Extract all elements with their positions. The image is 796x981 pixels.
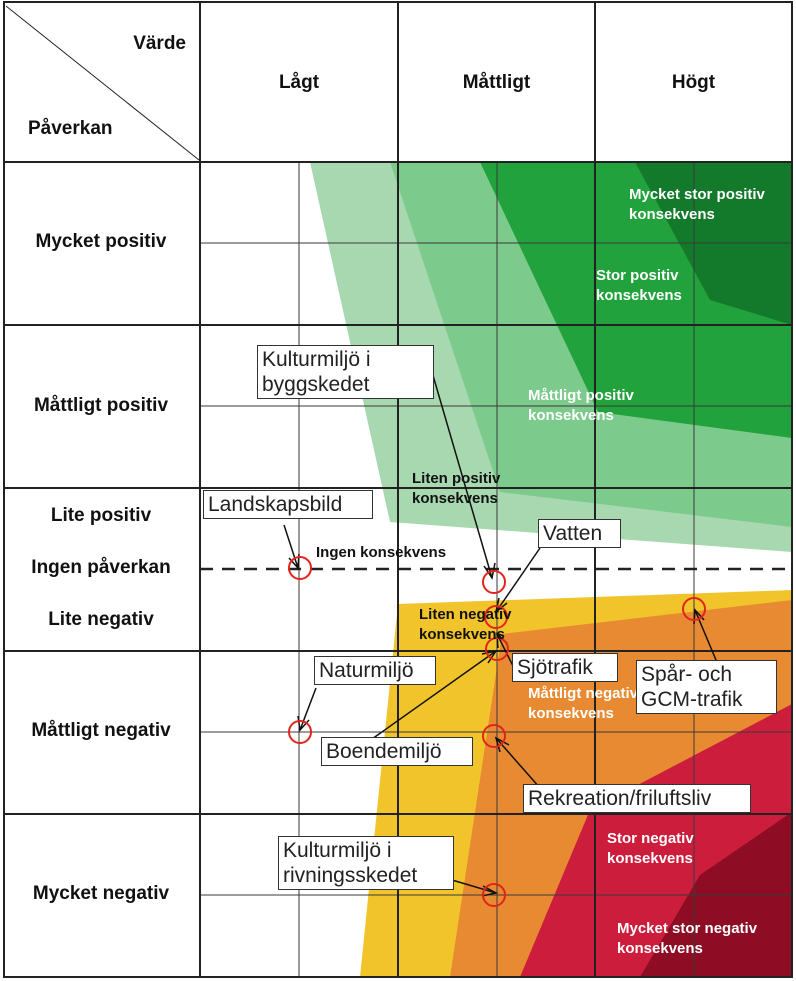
marker-rekreation bbox=[482, 724, 506, 748]
row-label-very-negative: Mycket negativ bbox=[32, 883, 170, 904]
row-label-very-positive: Mycket positiv bbox=[35, 231, 167, 252]
arrow-rekreation bbox=[495, 737, 541, 789]
zone-label-no-consequence: Ingen konsekvens bbox=[316, 544, 447, 561]
row-label-moderately-negative: Måttligt negativ bbox=[31, 720, 171, 741]
row-label-slightly-negative: Lite negativ bbox=[48, 609, 154, 630]
assessment-markers bbox=[288, 556, 706, 907]
callout-kulturmiljo-rivning: Kulturmiljö i rivningsskedet bbox=[278, 836, 454, 890]
arrow-boendemiljo bbox=[371, 650, 497, 740]
zone-label-moderate-negative: Måttligt negativ konsekvens bbox=[528, 685, 639, 722]
arrowhead-kulturmiljo-bygg bbox=[483, 562, 496, 580]
callout-vatten: Vatten bbox=[538, 519, 621, 548]
marker-naturmiljo bbox=[288, 720, 312, 744]
arrow-landskapsbild bbox=[283, 524, 299, 569]
column-header-moderate: Måttligt bbox=[462, 72, 531, 93]
arrow-vatten bbox=[495, 547, 541, 613]
zone-label-large-positive: Stor positiv konsekvens bbox=[596, 267, 682, 304]
arrow-kulturmiljo-rivning bbox=[451, 879, 497, 894]
row-label-moderately-positive: Måttligt positiv bbox=[33, 395, 169, 416]
marker-spar-gcm bbox=[682, 597, 706, 621]
column-header-high: Högt bbox=[671, 72, 716, 93]
marker-kulturmiljo-bygg bbox=[482, 570, 506, 594]
callout-naturmiljo: Naturmiljö bbox=[314, 656, 436, 685]
zone-label-small-positive: Liten positiv konsekvens bbox=[412, 470, 501, 507]
corner-label-value: Värde bbox=[133, 33, 186, 54]
arrowhead-kulturmiljo-rivning bbox=[481, 885, 499, 897]
marker-kulturmiljo-rivning bbox=[482, 883, 506, 907]
arrow-sjotrafik bbox=[496, 633, 515, 669]
callout-kulturmiljo-bygg: Kulturmiljö i byggskedet bbox=[257, 345, 434, 399]
zone-label-small-negative: Liten negativ konsekvens bbox=[419, 606, 512, 643]
arrowhead-rekreation bbox=[494, 736, 510, 753]
callout-landskapsbild: Landskapsbild bbox=[203, 490, 373, 519]
callout-rekreation: Rekreation/friluftsliv bbox=[523, 784, 751, 813]
callout-sjotrafik: Sjötrafik bbox=[512, 653, 618, 682]
callout-boendemiljo: Boendemiljö bbox=[321, 737, 473, 766]
row-label-slightly-positive: Lite positiv bbox=[50, 505, 152, 526]
arrow-naturmiljo bbox=[299, 687, 317, 731]
arrow-kulturmiljo-bygg bbox=[431, 371, 493, 579]
callout-spar-gcm: Spår- och GCM-trafik bbox=[636, 660, 777, 714]
marker-landskapsbild bbox=[288, 556, 312, 580]
marker-vatten bbox=[484, 605, 508, 629]
zone-label-moderate-positive: Måttligt positiv konsekvens bbox=[528, 387, 634, 424]
positive-zones bbox=[310, 162, 792, 552]
arrowhead-vatten bbox=[494, 597, 508, 614]
row-label-no-impact: Ingen påverkan bbox=[31, 557, 171, 578]
column-header-low: Lågt bbox=[278, 72, 320, 93]
corner-label-impact: Påverkan bbox=[28, 118, 113, 139]
zone-label-very-large-negative: Mycket stor negativ konsekvens bbox=[617, 920, 758, 957]
marker-boendemiljo bbox=[485, 637, 509, 661]
main-grid bbox=[3, 1, 793, 978]
zone-label-very-large-positive: Mycket stor positiv konsekvens bbox=[629, 186, 765, 223]
zone-label-large-negative: Stor negativ konsekvens bbox=[607, 830, 694, 867]
